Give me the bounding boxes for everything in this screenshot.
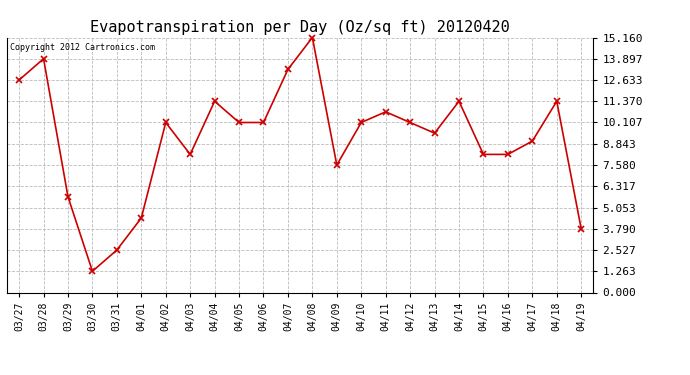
Title: Evapotranspiration per Day (Oz/sq ft) 20120420: Evapotranspiration per Day (Oz/sq ft) 20… bbox=[90, 20, 510, 35]
Text: Copyright 2012 Cartronics.com: Copyright 2012 Cartronics.com bbox=[10, 43, 155, 52]
